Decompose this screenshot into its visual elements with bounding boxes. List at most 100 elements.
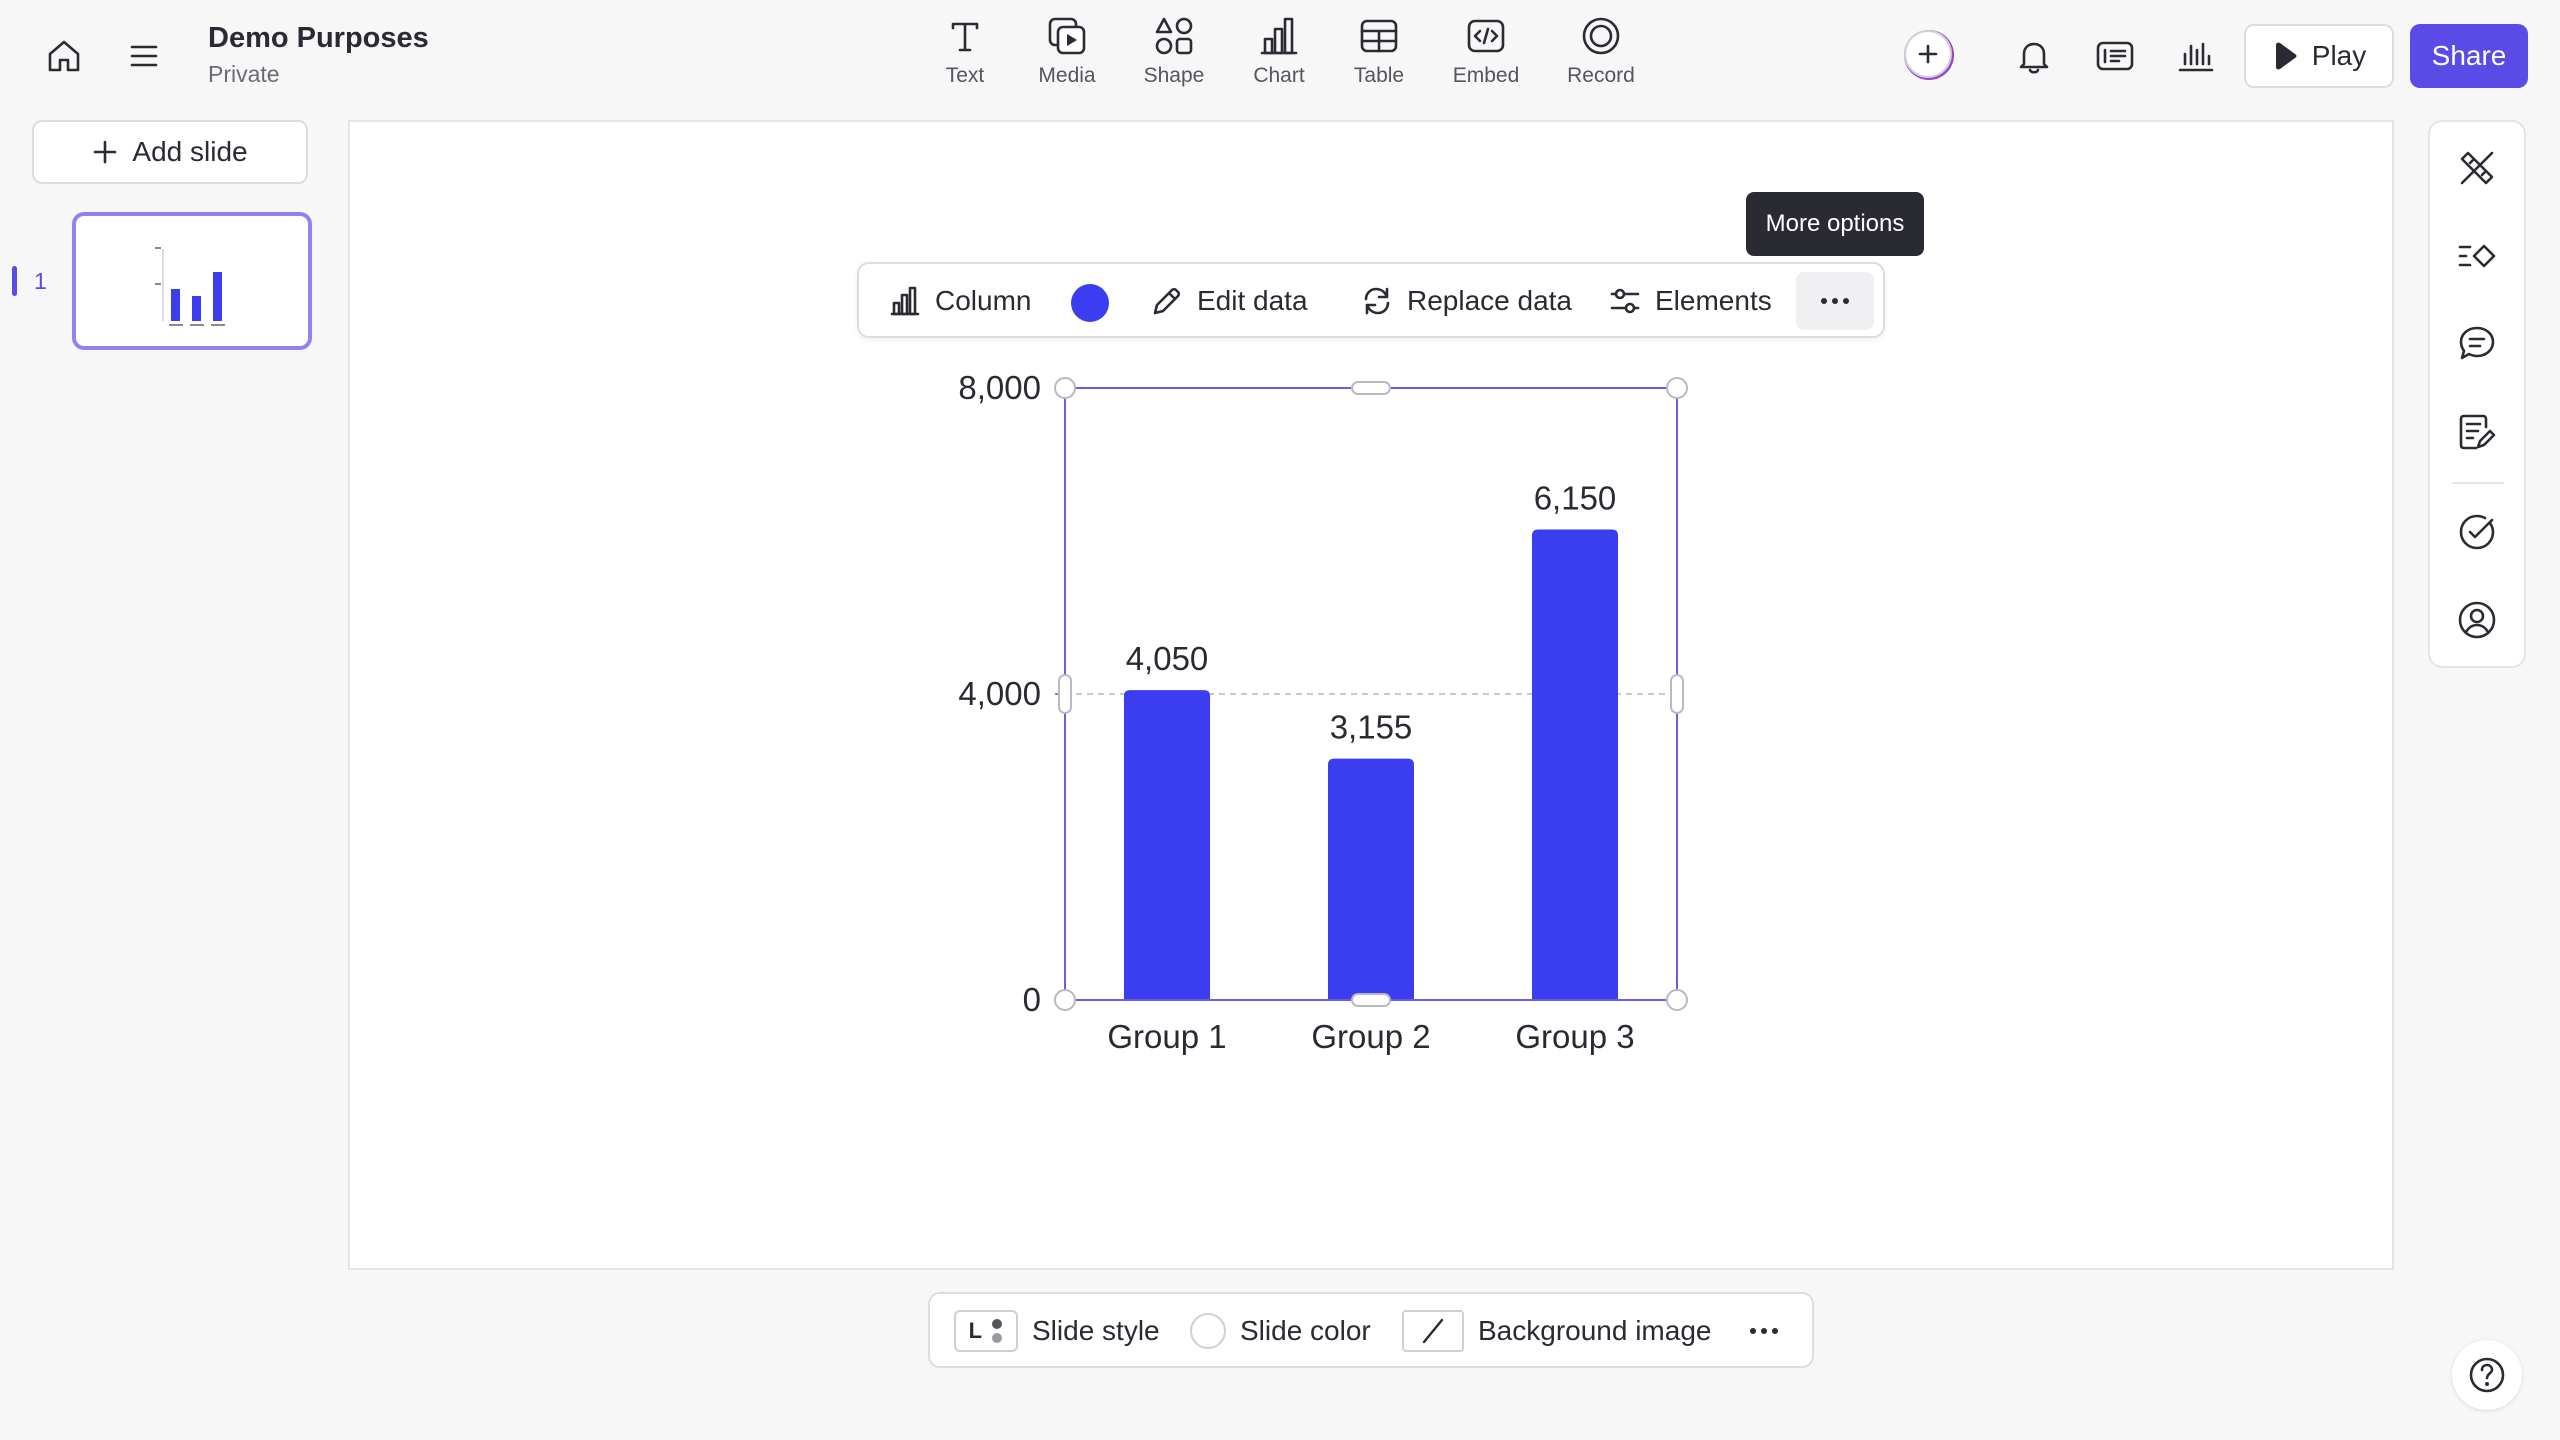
play-button[interactable]: Play: [2244, 24, 2394, 88]
more-options-button[interactable]: [1796, 272, 1874, 330]
style-dots-icon: [992, 1319, 1003, 1343]
bar-value-label: 6,150: [1534, 480, 1617, 517]
add-slide-label: Add slide: [132, 136, 248, 167]
y-tick-label: 4,000: [958, 675, 1041, 712]
embed-icon: [1464, 14, 1508, 58]
add-slide-button[interactable]: Add slide: [32, 120, 308, 184]
background-image-chip: [1402, 1310, 1464, 1352]
corner-resize-handle: [1054, 377, 1076, 399]
plus-icon: [1918, 44, 1938, 64]
chart-x-axis: Group 1 Group 2 Group 3: [1107, 1018, 1634, 1055]
bar-value-label: 4,050: [1126, 640, 1209, 677]
share-button[interactable]: Share: [2410, 24, 2528, 88]
help-button[interactable]: [2452, 1340, 2522, 1410]
comments-icon[interactable]: [2449, 316, 2505, 372]
y-tick-label: 0: [1023, 981, 1041, 1018]
rail-divider: [2452, 482, 2504, 484]
present-notes-icon[interactable]: [2087, 28, 2143, 84]
edge-resize-handle: [1351, 381, 1391, 395]
x-category-label: Group 1: [1107, 1018, 1226, 1055]
slide-color-swatch: [1190, 1313, 1226, 1349]
chart-type-button[interactable]: Column: [889, 276, 1031, 326]
slide-color-button[interactable]: Slide color: [1190, 1306, 1371, 1356]
tool-chart[interactable]: Chart: [1219, 14, 1339, 100]
tool-label: Embed: [1452, 64, 1520, 87]
edit-data-button[interactable]: Edit data: [1151, 276, 1308, 326]
tool-label: Record: [1567, 64, 1635, 87]
results-bar-chart-icon[interactable]: [2168, 28, 2224, 84]
chart-bars: 4,050 3,155 6,150: [1124, 480, 1618, 1000]
tool-label: Chart: [1253, 64, 1305, 87]
tool-label: Text: [945, 64, 985, 87]
elements-button[interactable]: Elements: [1609, 276, 1772, 326]
slide-color-label: Slide color: [1240, 1315, 1371, 1346]
slide-style-button[interactable]: L Slide style: [954, 1306, 1160, 1356]
chart-bar: [1328, 758, 1414, 1000]
shape-icon: [1152, 14, 1196, 58]
elements-label: Elements: [1655, 285, 1772, 316]
play-icon: [2275, 42, 2297, 70]
x-category-label: Group 2: [1311, 1018, 1430, 1055]
bar-value-label: 3,155: [1330, 709, 1413, 746]
slide-thumbnail[interactable]: [72, 212, 312, 350]
tool-media[interactable]: Media: [1007, 14, 1127, 100]
slide-options-bar: L Slide style Slide color Background ima…: [928, 1292, 1814, 1368]
user-profile-icon[interactable]: [2449, 592, 2505, 648]
more-options-tooltip: More options: [1746, 192, 1924, 256]
chart-type-label: Column: [935, 285, 1032, 316]
menu-icon[interactable]: [116, 28, 172, 84]
pencil-icon: [1153, 287, 1181, 315]
tool-table[interactable]: Table: [1319, 14, 1439, 100]
speaker-notes-icon[interactable]: [2449, 404, 2505, 460]
slide-style-chip: L: [954, 1310, 1018, 1352]
slide-more-options-button[interactable]: [1738, 1306, 1790, 1356]
tool-record[interactable]: Record: [1541, 14, 1661, 100]
chart-bar: [1124, 690, 1210, 1000]
right-rail: [2428, 120, 2526, 668]
home-icon[interactable]: [36, 28, 92, 84]
chart-y-axis: 0 4,000 8,000: [958, 369, 1065, 1018]
plus-icon: [94, 140, 117, 164]
ellipsis-icon: [1821, 298, 1849, 304]
corner-resize-handle: [1054, 989, 1076, 1011]
column-chart-icon: [890, 286, 920, 316]
series-color-swatch[interactable]: [1071, 284, 1109, 322]
tool-label: Media: [1038, 64, 1096, 87]
interactivity-icon[interactable]: [2449, 228, 2505, 284]
background-image-label: Background image: [1478, 1315, 1712, 1346]
tool-label: Shape: [1143, 64, 1205, 87]
active-slide-marker: [12, 266, 17, 296]
refresh-icon: [1364, 287, 1390, 315]
table-icon: [1357, 14, 1401, 58]
edit-data-label: Edit data: [1197, 285, 1308, 316]
add-collaborator-button[interactable]: [1904, 30, 1952, 78]
chart-toolbar: Column Edit data Replace data Elements: [857, 262, 1885, 338]
document-visibility: Private: [208, 61, 280, 87]
ellipsis-icon: [1750, 1328, 1778, 1334]
slide-thumbnail-preview: [155, 247, 225, 326]
slide-number: 1: [34, 268, 47, 294]
play-label: Play: [2311, 40, 2367, 71]
tool-embed[interactable]: Embed: [1426, 14, 1546, 100]
slide-style-label: Slide style: [1032, 1315, 1160, 1346]
help-question-icon: [2469, 1357, 2505, 1393]
media-icon: [1045, 14, 1089, 58]
text-icon: [943, 14, 987, 58]
replace-data-button[interactable]: Replace data: [1361, 276, 1572, 326]
x-category-label: Group 3: [1515, 1018, 1634, 1055]
corner-resize-handle: [1666, 377, 1688, 399]
tool-text[interactable]: Text: [905, 14, 1025, 100]
tool-label: Table: [1353, 64, 1405, 87]
style-chip-letter: L: [968, 1318, 983, 1343]
tool-shape[interactable]: Shape: [1114, 14, 1234, 100]
background-image-button[interactable]: Background image: [1402, 1306, 1711, 1356]
edge-resize-handle: [1351, 993, 1391, 1007]
edge-resize-handle: [1670, 674, 1684, 714]
checklist-icon[interactable]: [2449, 504, 2505, 560]
document-title[interactable]: Demo Purposes: [208, 22, 429, 54]
edge-resize-handle: [1058, 674, 1072, 714]
design-tools-icon[interactable]: [2449, 140, 2505, 196]
chart-selection-frame: [1054, 377, 1688, 1011]
notifications-bell-icon[interactable]: [2006, 28, 2062, 84]
